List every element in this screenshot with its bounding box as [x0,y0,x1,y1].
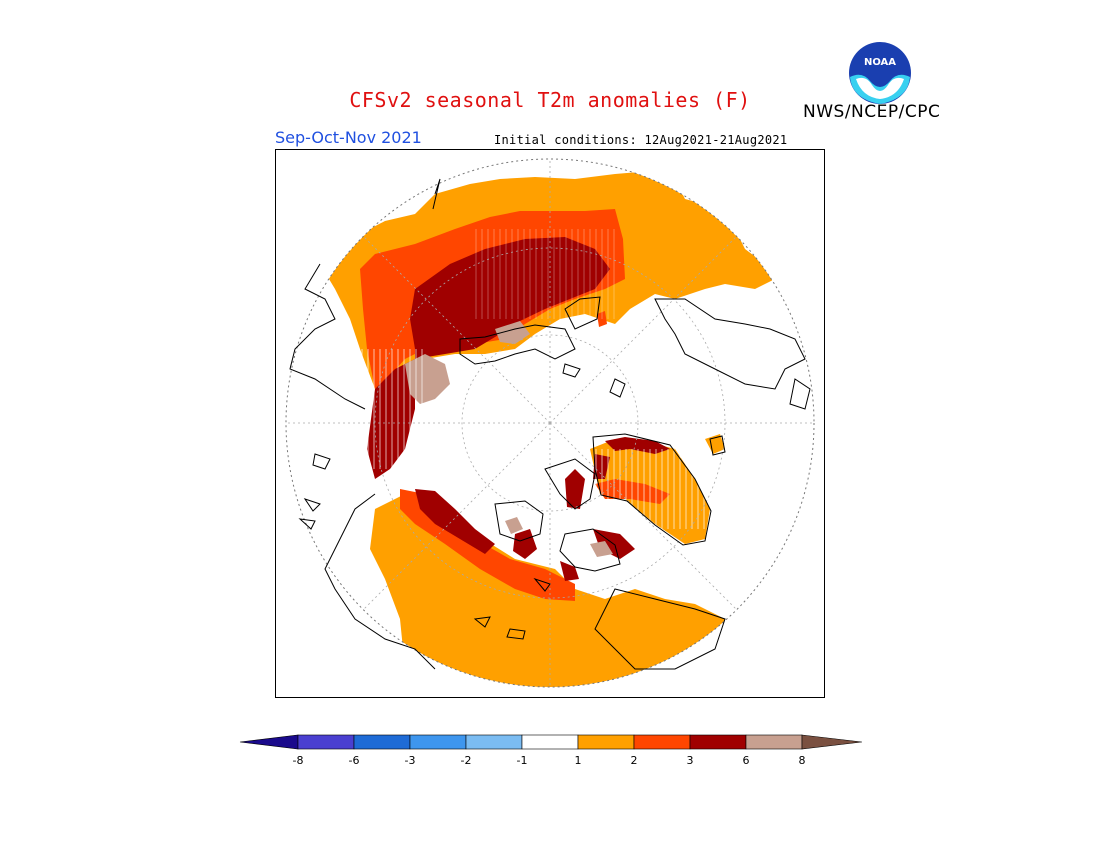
initial-conditions-label: Initial conditions: 12Aug2021-21Aug2021 [494,133,788,147]
anomaly-region-northamerica-3to6 [415,469,635,581]
colorbar-tick-label: 6 [743,754,750,767]
anomaly-region-eastsiberia-3to6 [593,437,670,479]
anomaly-region-eurasia-6to8 [405,321,530,404]
anomaly-region-northamerica-6to8 [505,517,613,557]
colorbar-tick-label: -6 [349,754,360,767]
colorbar-tick-label: -1 [517,754,528,767]
colorbar-box [521,734,579,750]
map-boundary [285,158,815,688]
map-title: CFSv2 seasonal T2m anomalies (F) [349,88,751,112]
colorbar-tick-label: 3 [687,754,694,767]
colorbar: -8 -6 -3 -2 -1 1 2 3 6 8 [239,734,862,767]
colorbar-box [577,734,635,750]
colorbar-box [353,734,411,750]
anomaly-shading [320,171,803,687]
graticule-latitude-inner [461,334,639,512]
polar-map [275,149,825,698]
colorbar-box [465,734,523,750]
coastlines [289,178,811,670]
colorbar-tick-label: -2 [461,754,472,767]
colorbar-box [633,734,691,750]
colorbar-arrow-low [239,734,299,750]
colorbar-boxes [239,734,862,750]
organization-label: NWS/NCEP/CPC [803,102,941,122]
colorbar-box [409,734,467,750]
colorbar-tick-label: 8 [799,754,806,767]
colorbar-tick-label: 1 [575,754,582,767]
logo-text: NOAA [864,57,896,68]
colorbar-arrow-high [801,734,862,750]
colorbar-box [689,734,747,750]
graticule-meridians [286,159,814,687]
season-label: Sep-Oct-Nov 2021 [275,128,422,147]
colorbar-box [297,734,355,750]
colorbar-tick-label: -3 [405,754,416,767]
colorbar-box [745,734,803,750]
colorbar-tick-label: -8 [293,754,304,767]
colorbar-tick-label: 2 [631,754,638,767]
noaa-logo: NOAA [849,42,911,104]
colorbar-ticks: -8 -6 -3 -2 -1 1 2 3 6 8 [293,754,806,767]
